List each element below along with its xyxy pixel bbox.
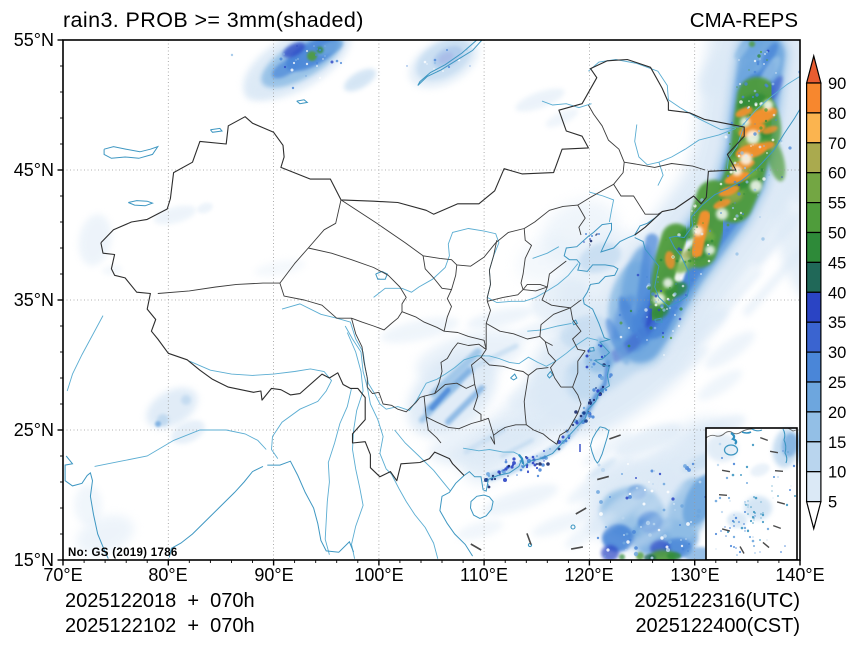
svg-text:10: 10 <box>828 464 846 482</box>
svg-text:45°N: 45°N <box>14 160 54 180</box>
svg-text:70: 70 <box>828 135 846 153</box>
svg-text:80: 80 <box>828 105 846 123</box>
svg-text:35: 35 <box>828 314 846 332</box>
svg-text:60: 60 <box>828 165 846 183</box>
svg-text:130°E: 130°E <box>670 565 719 585</box>
svg-text:25°N: 25°N <box>14 420 54 440</box>
svg-text:55°N: 55°N <box>14 30 54 50</box>
svg-text:90°E: 90°E <box>254 565 293 585</box>
svg-text:120°E: 120°E <box>564 565 613 585</box>
svg-text:5: 5 <box>828 494 837 512</box>
svg-text:2025122400(CST): 2025122400(CST) <box>635 615 800 637</box>
svg-text:110°E: 110°E <box>460 565 508 585</box>
svg-text:2025122316(UTC): 2025122316(UTC) <box>634 590 800 612</box>
svg-text:30: 30 <box>828 344 846 362</box>
svg-text:rain3. PROB >= 3mm(shaded): rain3. PROB >= 3mm(shaded) <box>63 8 364 32</box>
svg-text:20: 20 <box>828 404 846 422</box>
svg-text:2025122102 + 070h: 2025122102 + 070h <box>65 615 255 637</box>
svg-text:70°E: 70°E <box>43 565 82 585</box>
svg-text:40: 40 <box>828 284 846 302</box>
svg-text:90: 90 <box>828 75 846 93</box>
svg-text:CMA-REPS: CMA-REPS <box>690 9 798 32</box>
svg-text:25: 25 <box>828 374 846 392</box>
svg-text:35°N: 35°N <box>14 290 54 310</box>
svg-text:15°N: 15°N <box>14 550 54 570</box>
svg-text:55: 55 <box>828 195 846 213</box>
svg-text:No: GS (2019) 1786: No: GS (2019) 1786 <box>68 547 178 559</box>
svg-text:80°E: 80°E <box>148 565 187 585</box>
svg-text:140°E: 140°E <box>775 565 824 585</box>
svg-text:2025122018 + 070h: 2025122018 + 070h <box>65 590 255 612</box>
svg-text:15: 15 <box>828 434 846 452</box>
svg-text:100°E: 100°E <box>354 565 403 585</box>
svg-text:50: 50 <box>828 225 846 243</box>
svg-text:45: 45 <box>828 254 846 272</box>
